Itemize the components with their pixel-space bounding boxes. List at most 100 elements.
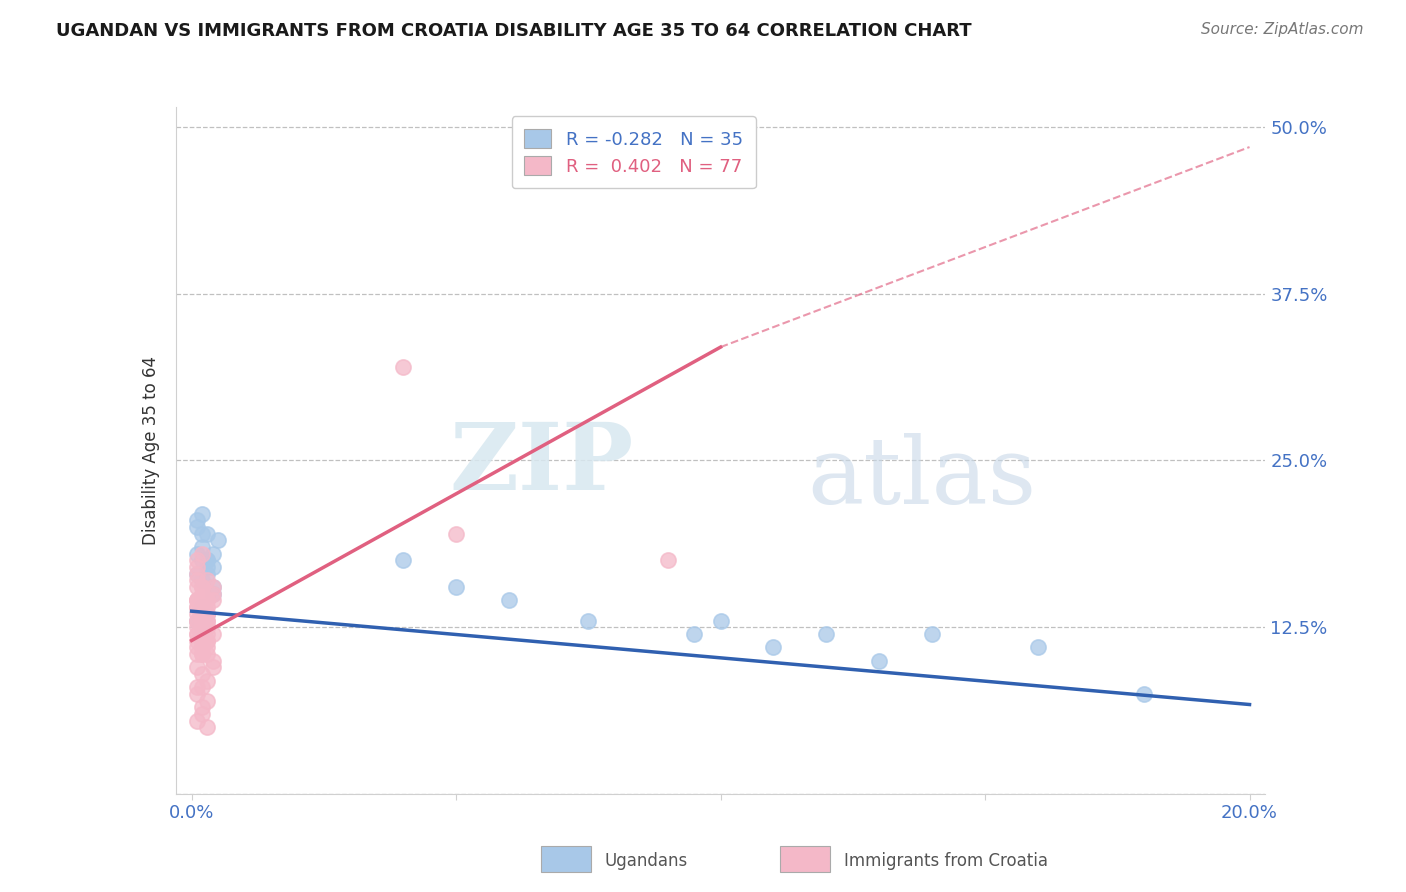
Point bbox=[1132, 687, 1154, 701]
Point bbox=[191, 706, 214, 721]
Point bbox=[201, 587, 224, 601]
Point bbox=[191, 587, 214, 601]
Bar bbox=[541, 846, 591, 872]
Point bbox=[186, 614, 208, 628]
Point bbox=[197, 607, 219, 621]
Point bbox=[392, 553, 415, 567]
Point bbox=[197, 627, 219, 641]
Text: atlas: atlas bbox=[807, 433, 1038, 523]
Point bbox=[197, 607, 219, 621]
Point bbox=[186, 593, 208, 607]
Point bbox=[186, 647, 208, 661]
Point bbox=[1026, 640, 1049, 655]
Point bbox=[197, 560, 219, 574]
Point bbox=[444, 580, 467, 594]
Point bbox=[191, 580, 214, 594]
Point bbox=[197, 673, 219, 688]
Point bbox=[710, 614, 733, 628]
Point bbox=[191, 627, 214, 641]
Point bbox=[191, 547, 214, 561]
Point bbox=[186, 633, 208, 648]
Y-axis label: Disability Age 35 to 64: Disability Age 35 to 64 bbox=[142, 356, 160, 545]
Point bbox=[186, 660, 208, 674]
Point bbox=[191, 614, 214, 628]
Point bbox=[683, 627, 706, 641]
Point bbox=[186, 593, 208, 607]
Point bbox=[186, 580, 208, 594]
Point bbox=[191, 620, 214, 634]
Point bbox=[191, 507, 214, 521]
Point bbox=[444, 526, 467, 541]
Point bbox=[392, 360, 415, 375]
Point bbox=[191, 526, 214, 541]
Point bbox=[197, 614, 219, 628]
Point bbox=[201, 653, 224, 667]
Point bbox=[186, 614, 208, 628]
Point bbox=[186, 627, 208, 641]
Point bbox=[191, 647, 214, 661]
Point bbox=[201, 587, 224, 601]
Point bbox=[186, 687, 208, 701]
Point bbox=[186, 513, 208, 527]
Point bbox=[191, 633, 214, 648]
Point bbox=[191, 607, 214, 621]
Point bbox=[186, 566, 208, 581]
Point bbox=[191, 600, 214, 615]
Point bbox=[207, 533, 229, 548]
Point bbox=[186, 620, 208, 634]
Point bbox=[191, 614, 214, 628]
Point bbox=[197, 693, 219, 707]
Point bbox=[576, 614, 599, 628]
Point bbox=[191, 680, 214, 694]
Point bbox=[191, 540, 214, 554]
Point bbox=[191, 574, 214, 588]
Point bbox=[197, 620, 219, 634]
Point bbox=[186, 600, 208, 615]
Point bbox=[921, 627, 943, 641]
Point bbox=[197, 526, 219, 541]
Point bbox=[201, 593, 224, 607]
Point bbox=[197, 593, 219, 607]
Point bbox=[186, 593, 208, 607]
Point bbox=[197, 593, 219, 607]
Text: Immigrants from Croatia: Immigrants from Croatia bbox=[844, 852, 1047, 870]
Point bbox=[197, 607, 219, 621]
Point bbox=[197, 620, 219, 634]
Point bbox=[191, 700, 214, 714]
Point bbox=[186, 680, 208, 694]
Point bbox=[197, 600, 219, 615]
Point bbox=[201, 560, 224, 574]
Point bbox=[191, 580, 214, 594]
Point bbox=[191, 666, 214, 681]
Point bbox=[186, 600, 208, 615]
Point bbox=[191, 553, 214, 567]
Point bbox=[197, 566, 219, 581]
Point bbox=[191, 640, 214, 655]
Point bbox=[201, 547, 224, 561]
Point bbox=[191, 640, 214, 655]
Point bbox=[186, 547, 208, 561]
Text: Ugandans: Ugandans bbox=[605, 852, 688, 870]
Point bbox=[197, 553, 219, 567]
Point bbox=[197, 633, 219, 648]
Point bbox=[197, 720, 219, 734]
Point bbox=[191, 647, 214, 661]
Point bbox=[186, 566, 208, 581]
Point bbox=[201, 580, 224, 594]
Point bbox=[197, 574, 219, 588]
Point bbox=[191, 620, 214, 634]
Point bbox=[201, 627, 224, 641]
Point bbox=[191, 627, 214, 641]
Point bbox=[186, 714, 208, 728]
Point bbox=[186, 553, 208, 567]
Text: ZIP: ZIP bbox=[449, 419, 633, 509]
Point bbox=[197, 640, 219, 655]
Point bbox=[191, 614, 214, 628]
Point bbox=[186, 520, 208, 534]
Point bbox=[815, 627, 838, 641]
Point bbox=[186, 574, 208, 588]
Legend: R = -0.282   N = 35, R =  0.402   N = 77: R = -0.282 N = 35, R = 0.402 N = 77 bbox=[512, 116, 755, 188]
Point bbox=[657, 553, 679, 567]
Point bbox=[201, 580, 224, 594]
Point bbox=[186, 640, 208, 655]
